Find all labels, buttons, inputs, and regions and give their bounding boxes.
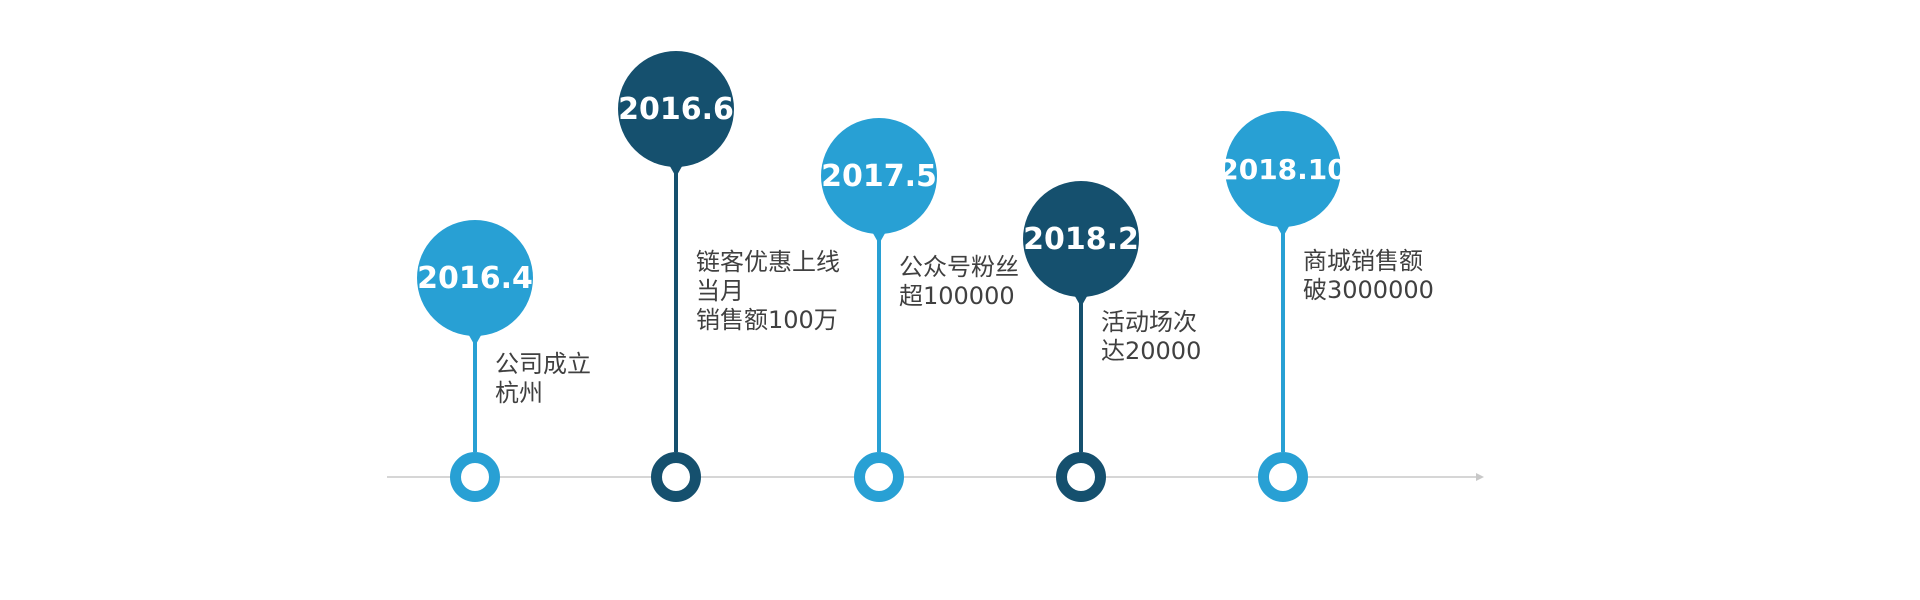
milestone-description-line: 商城销售额	[1303, 247, 1423, 275]
milestone-description-line: 达20000	[1101, 337, 1202, 365]
milestone-ring	[854, 452, 904, 502]
milestone-bubble	[417, 220, 533, 336]
milestone-ring	[1258, 452, 1308, 502]
milestone-description: 商城销售额 破3000000	[1303, 247, 1434, 305]
milestone-date: 2016.4	[417, 261, 533, 296]
milestone-marker: 2016.6	[618, 51, 734, 502]
milestone-bubble	[821, 118, 937, 234]
milestone-bubble	[618, 51, 734, 167]
milestone-ring	[1056, 452, 1106, 502]
milestone-bubble	[1225, 111, 1341, 227]
milestone-description-line: 当月	[696, 277, 744, 305]
milestone-marker: 2017.5	[821, 118, 937, 502]
milestone-description: 链客优惠上线 当月 销售额100万	[696, 248, 840, 335]
milestone-description-line: 链客优惠上线	[696, 248, 840, 276]
milestone-ring	[651, 452, 701, 502]
milestone-bubble	[1023, 181, 1139, 297]
milestone-description-line: 公众号粉丝	[899, 253, 1019, 281]
milestone-marker: 2018.2	[1023, 181, 1139, 502]
milestone-description-line: 杭州	[495, 379, 543, 407]
milestone-description: 活动场次 达20000	[1101, 308, 1201, 366]
milestone-date: 2018.10	[1219, 153, 1347, 186]
milestone-description-line: 活动场次	[1101, 308, 1197, 336]
milestone-description-line: 公司成立	[495, 350, 591, 378]
milestone-description-line: 销售额100万	[696, 306, 838, 334]
milestone-description-line: 超100000	[899, 282, 1015, 310]
timeline-axis-arrow	[1476, 473, 1484, 481]
milestone-description-line: 破3000000	[1303, 276, 1434, 304]
milestone-marker: 2018.10	[1219, 111, 1347, 502]
milestone-marker: 2016.4	[417, 220, 533, 502]
milestone-date: 2016.6	[618, 92, 734, 127]
milestone-description: 公众号粉丝 超100000	[899, 253, 1019, 311]
milestone-ring	[450, 452, 500, 502]
milestone-date: 2018.2	[1023, 222, 1139, 257]
milestone-date: 2017.5	[821, 159, 937, 194]
milestone-description: 公司成立 杭州	[495, 350, 591, 408]
